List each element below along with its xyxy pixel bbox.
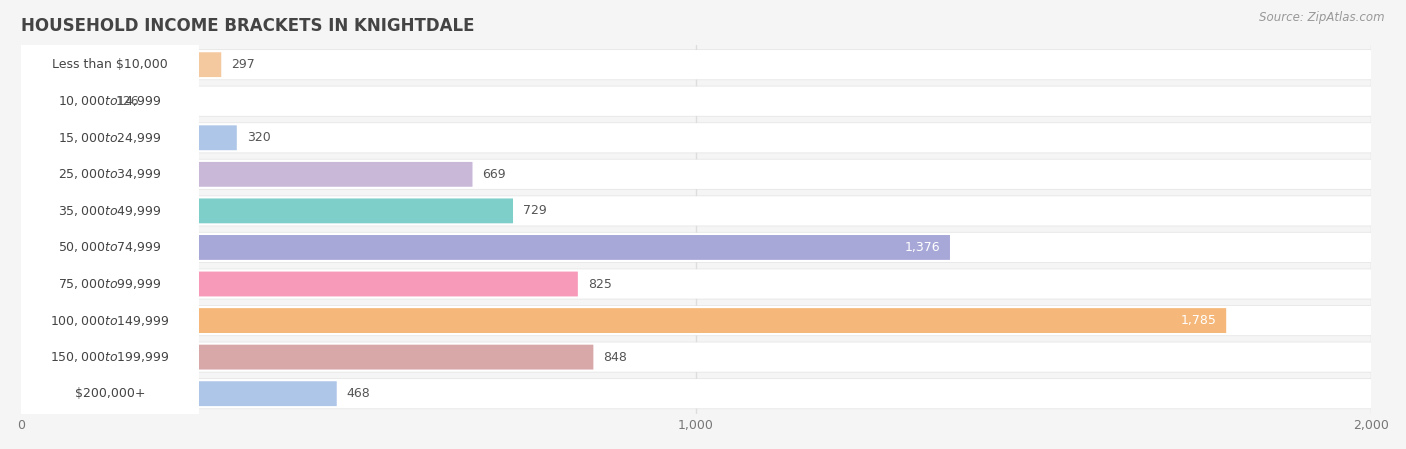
FancyBboxPatch shape (21, 52, 221, 77)
FancyBboxPatch shape (21, 198, 513, 223)
FancyBboxPatch shape (21, 123, 1371, 152)
FancyBboxPatch shape (21, 159, 1371, 190)
Text: $200,000+: $200,000+ (75, 387, 145, 400)
FancyBboxPatch shape (21, 195, 1371, 226)
Text: 669: 669 (482, 168, 506, 181)
FancyBboxPatch shape (21, 164, 200, 331)
FancyBboxPatch shape (21, 87, 1371, 116)
Text: $150,000 to $199,999: $150,000 to $199,999 (51, 350, 170, 364)
Text: 848: 848 (603, 351, 627, 364)
FancyBboxPatch shape (21, 235, 950, 260)
Text: $75,000 to $99,999: $75,000 to $99,999 (58, 277, 162, 291)
FancyBboxPatch shape (21, 306, 1371, 335)
Text: $15,000 to $24,999: $15,000 to $24,999 (58, 131, 162, 145)
Text: 1,376: 1,376 (904, 241, 939, 254)
FancyBboxPatch shape (21, 18, 200, 185)
FancyBboxPatch shape (21, 122, 1371, 153)
FancyBboxPatch shape (21, 269, 1371, 299)
FancyBboxPatch shape (21, 237, 200, 404)
Text: $25,000 to $34,999: $25,000 to $34,999 (58, 167, 162, 181)
FancyBboxPatch shape (21, 49, 1371, 80)
FancyBboxPatch shape (21, 128, 200, 295)
FancyBboxPatch shape (21, 269, 1371, 299)
FancyBboxPatch shape (21, 345, 593, 370)
FancyBboxPatch shape (21, 232, 1371, 263)
FancyBboxPatch shape (21, 162, 472, 187)
FancyBboxPatch shape (21, 308, 1226, 333)
Text: 729: 729 (523, 204, 547, 217)
Text: Source: ZipAtlas.com: Source: ZipAtlas.com (1260, 11, 1385, 24)
FancyBboxPatch shape (21, 342, 1371, 373)
FancyBboxPatch shape (21, 125, 236, 150)
Text: 468: 468 (347, 387, 371, 400)
FancyBboxPatch shape (21, 305, 1371, 336)
FancyBboxPatch shape (21, 233, 1371, 262)
FancyBboxPatch shape (21, 381, 337, 406)
FancyBboxPatch shape (21, 272, 578, 296)
Text: $100,000 to $149,999: $100,000 to $149,999 (51, 313, 170, 328)
Text: $50,000 to $74,999: $50,000 to $74,999 (58, 241, 162, 255)
Text: 126: 126 (115, 95, 139, 108)
FancyBboxPatch shape (21, 86, 1371, 117)
FancyBboxPatch shape (21, 91, 200, 258)
FancyBboxPatch shape (21, 89, 105, 114)
FancyBboxPatch shape (21, 200, 200, 368)
Text: 320: 320 (247, 131, 271, 144)
FancyBboxPatch shape (21, 378, 1371, 409)
FancyBboxPatch shape (21, 50, 1371, 79)
FancyBboxPatch shape (21, 0, 200, 148)
Text: 825: 825 (588, 277, 612, 291)
FancyBboxPatch shape (21, 343, 1371, 372)
FancyBboxPatch shape (21, 196, 1371, 225)
FancyBboxPatch shape (21, 160, 1371, 189)
Text: $10,000 to $14,999: $10,000 to $14,999 (58, 94, 162, 108)
FancyBboxPatch shape (21, 273, 200, 440)
Text: Less than $10,000: Less than $10,000 (52, 58, 167, 71)
Text: $35,000 to $49,999: $35,000 to $49,999 (58, 204, 162, 218)
FancyBboxPatch shape (21, 379, 1371, 408)
Text: HOUSEHOLD INCOME BRACKETS IN KNIGHTDALE: HOUSEHOLD INCOME BRACKETS IN KNIGHTDALE (21, 17, 474, 35)
Text: 297: 297 (232, 58, 254, 71)
FancyBboxPatch shape (21, 310, 200, 449)
Text: 1,785: 1,785 (1180, 314, 1216, 327)
FancyBboxPatch shape (21, 54, 200, 221)
